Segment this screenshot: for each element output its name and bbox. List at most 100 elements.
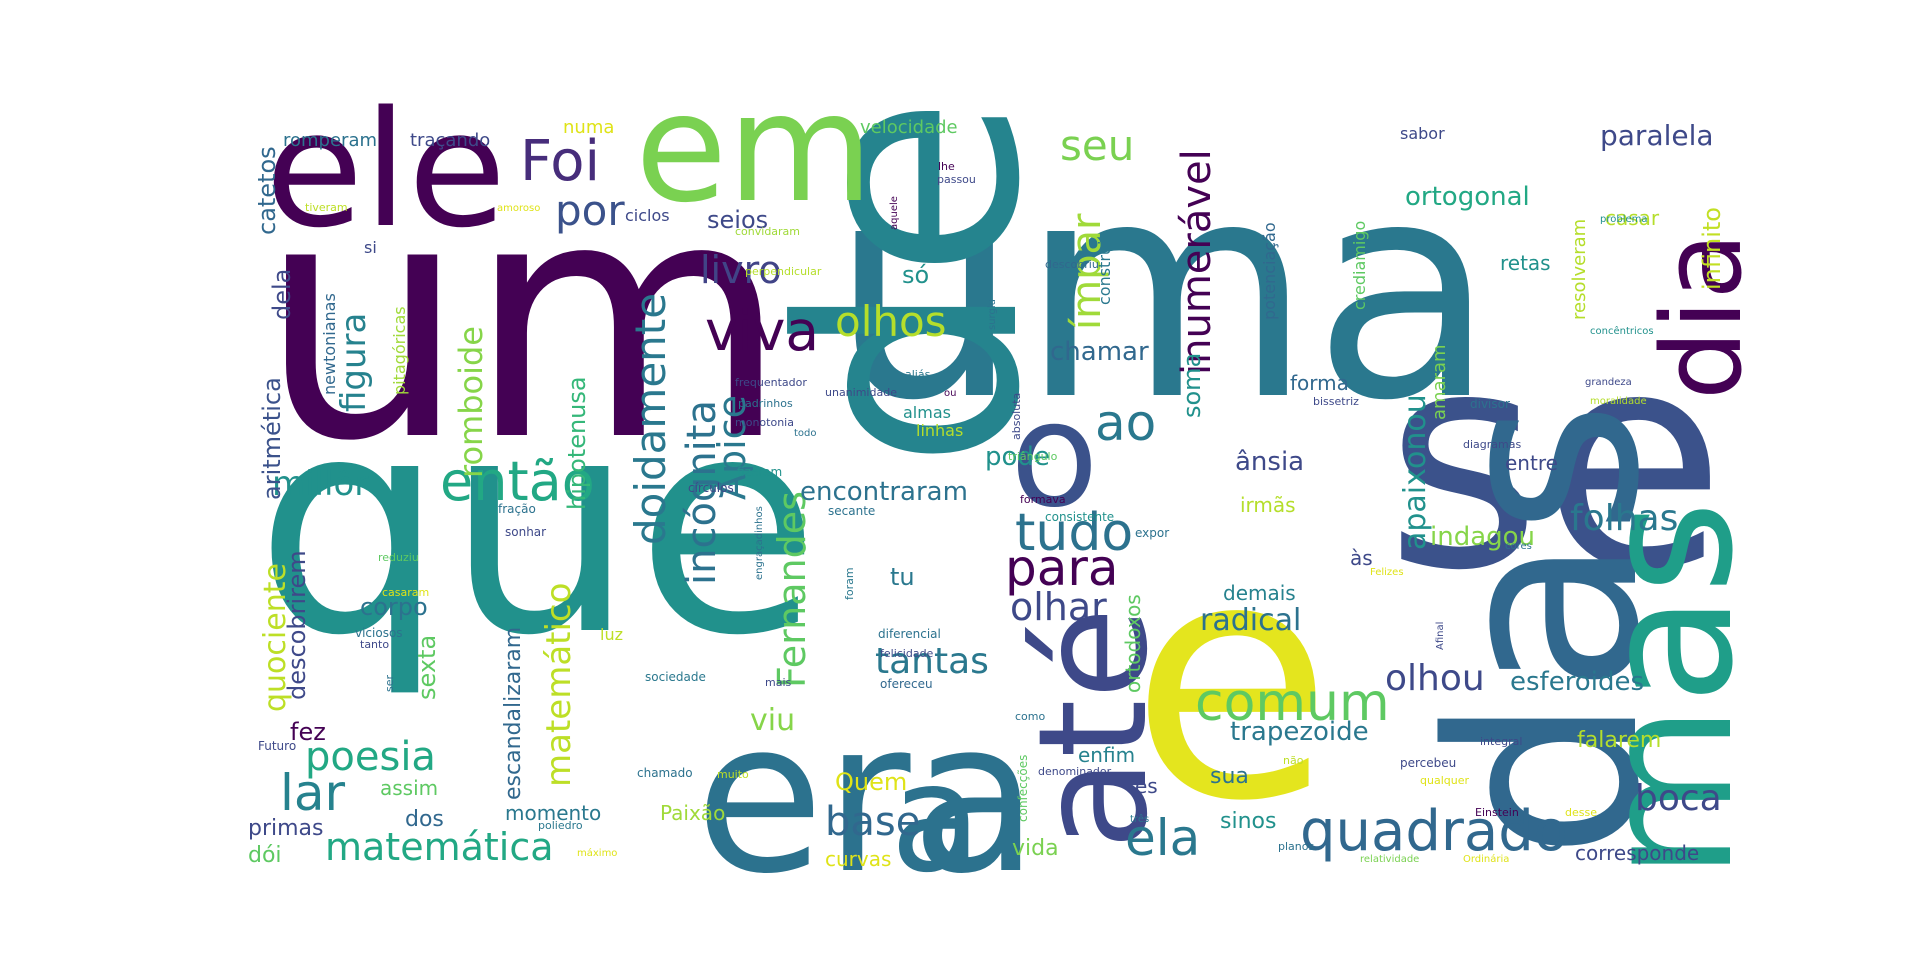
cloud-word: folhas — [1570, 498, 1678, 539]
cloud-word: radical — [1200, 603, 1301, 638]
cloud-word: expor — [1135, 526, 1169, 540]
cloud-word: romboide — [452, 326, 490, 478]
cloud-word: triângulo — [1008, 450, 1058, 463]
cloud-word: chamar — [1050, 337, 1149, 367]
cloud-word: diagramas — [1463, 438, 1521, 451]
cloud-word: boca — [1635, 778, 1722, 819]
cloud-word: para — [1005, 539, 1119, 597]
cloud-word: assim — [380, 776, 438, 800]
cloud-word: encontraram — [800, 477, 968, 507]
cloud-word: secante — [828, 504, 875, 518]
cloud-word: então — [440, 450, 595, 513]
cloud-word: ânsia — [1235, 447, 1304, 477]
cloud-word: apaixonou — [1398, 394, 1433, 550]
cloud-word: denominador — [1038, 765, 1112, 778]
cloud-word: viva — [705, 299, 819, 363]
cloud-word: que — [255, 352, 820, 701]
cloud-word: paralela — [1600, 119, 1714, 152]
cloud-word: infinito — [1698, 207, 1726, 290]
cloud-word: Einstein — [1475, 806, 1519, 819]
cloud-word: o — [1010, 371, 1099, 540]
cloud-word: frequentador — [735, 376, 807, 389]
cloud-word: reduziu — [378, 551, 419, 564]
cloud-word: linhas — [916, 421, 963, 440]
cloud-word: casar — [1605, 206, 1660, 230]
cloud-word: falarem — [1577, 728, 1661, 753]
cloud-word: indagou — [1430, 522, 1535, 552]
cloud-word: newtonianas — [320, 293, 339, 395]
cloud-word: corresponde — [1575, 841, 1699, 865]
cloud-word: tiveram — [305, 201, 348, 214]
cloud-word: Quem — [835, 768, 907, 796]
cloud-word: convidaram — [735, 225, 800, 238]
cloud-word: a — [890, 732, 982, 906]
cloud-word: dia — [1638, 232, 1766, 400]
cloud-word: Futuro — [258, 739, 296, 753]
cloud-word: por — [555, 186, 625, 235]
cloud-word: ciclos — [625, 206, 670, 225]
cloud-word: aliás — [905, 368, 931, 381]
cloud-word: mas — [1564, 501, 1773, 880]
cloud-word: pitagóricas — [390, 306, 409, 395]
cloud-word: felicidade — [880, 647, 934, 660]
cloud-word: entre — [1505, 451, 1558, 475]
cloud-word: si — [364, 238, 377, 257]
cloud-word: pode — [985, 442, 1050, 472]
cloud-word: dói — [248, 843, 282, 868]
cloud-word: Foi — [520, 129, 600, 194]
cloud-word: engraçadinhos — [754, 506, 765, 580]
cloud-word: lar — [280, 764, 346, 822]
cloud-word: casaram — [382, 586, 429, 599]
cloud-word: de — [737, 95, 1086, 470]
cloud-word: perpendicular — [745, 265, 822, 278]
cloud-word: tanto — [360, 638, 389, 651]
cloud-word: viciosos — [355, 626, 403, 640]
cloud-word: olhar — [1010, 585, 1107, 629]
cloud-word: almas — [903, 403, 951, 422]
cloud-word: olhou — [1385, 658, 1485, 699]
cloud-word: seu — [1060, 121, 1134, 170]
cloud-word: escandalizaram — [501, 627, 526, 800]
cloud-word: catetos — [253, 146, 281, 235]
cloud-word: enfim — [1078, 743, 1135, 767]
cloud-word: era — [695, 675, 1039, 920]
cloud-word: das — [1395, 400, 1697, 860]
cloud-word: ou — [944, 388, 956, 399]
cloud-word: moralidade — [1590, 396, 1647, 407]
cloud-word: percebeu — [1400, 756, 1456, 770]
cloud-word: consistente — [1045, 510, 1114, 524]
cloud-word: aquele — [889, 196, 900, 230]
cloud-word: tu — [890, 563, 915, 591]
cloud-word: confecções — [1016, 755, 1030, 822]
cloud-word: uma — [830, 117, 1496, 466]
cloud-word: sabor — [1400, 124, 1445, 143]
cloud-word: sonhar — [505, 525, 546, 539]
cloud-word: diferencial — [878, 627, 941, 641]
cloud-word: millôr — [272, 464, 368, 504]
cloud-word: aritmética — [258, 377, 286, 500]
cloud-word: dela — [268, 269, 296, 320]
cloud-word: hipotenusa — [563, 376, 591, 510]
cloud-word: mais — [765, 676, 792, 689]
cloud-word: base — [825, 799, 920, 845]
cloud-word: descobriu — [1045, 258, 1099, 271]
cloud-word: tudo — [1015, 503, 1133, 563]
cloud-word: um — [258, 129, 789, 513]
cloud-word: planos — [1278, 840, 1314, 853]
cloud-word: matemática — [325, 825, 554, 869]
cloud-word: seios — [707, 206, 768, 234]
cloud-word: Ápice — [710, 395, 754, 500]
cloud-word: desse — [1565, 806, 1597, 819]
cloud-word: monotonia — [735, 416, 794, 429]
cloud-word: concêntricos — [1590, 325, 1654, 337]
cloud-word: Paixão — [660, 801, 725, 825]
cloud-word: Afinal — [1435, 622, 1446, 650]
cloud-word: doidamente — [626, 293, 675, 545]
cloud-word: unanimidade — [825, 386, 897, 399]
cloud-word: não — [1283, 754, 1304, 767]
cloud-word: formava — [1020, 493, 1066, 506]
cloud-word: fizeram — [737, 465, 782, 479]
cloud-word: quadrado — [1300, 799, 1568, 864]
cloud-word: como — [1015, 710, 1045, 723]
cloud-word: sua — [1210, 764, 1249, 789]
